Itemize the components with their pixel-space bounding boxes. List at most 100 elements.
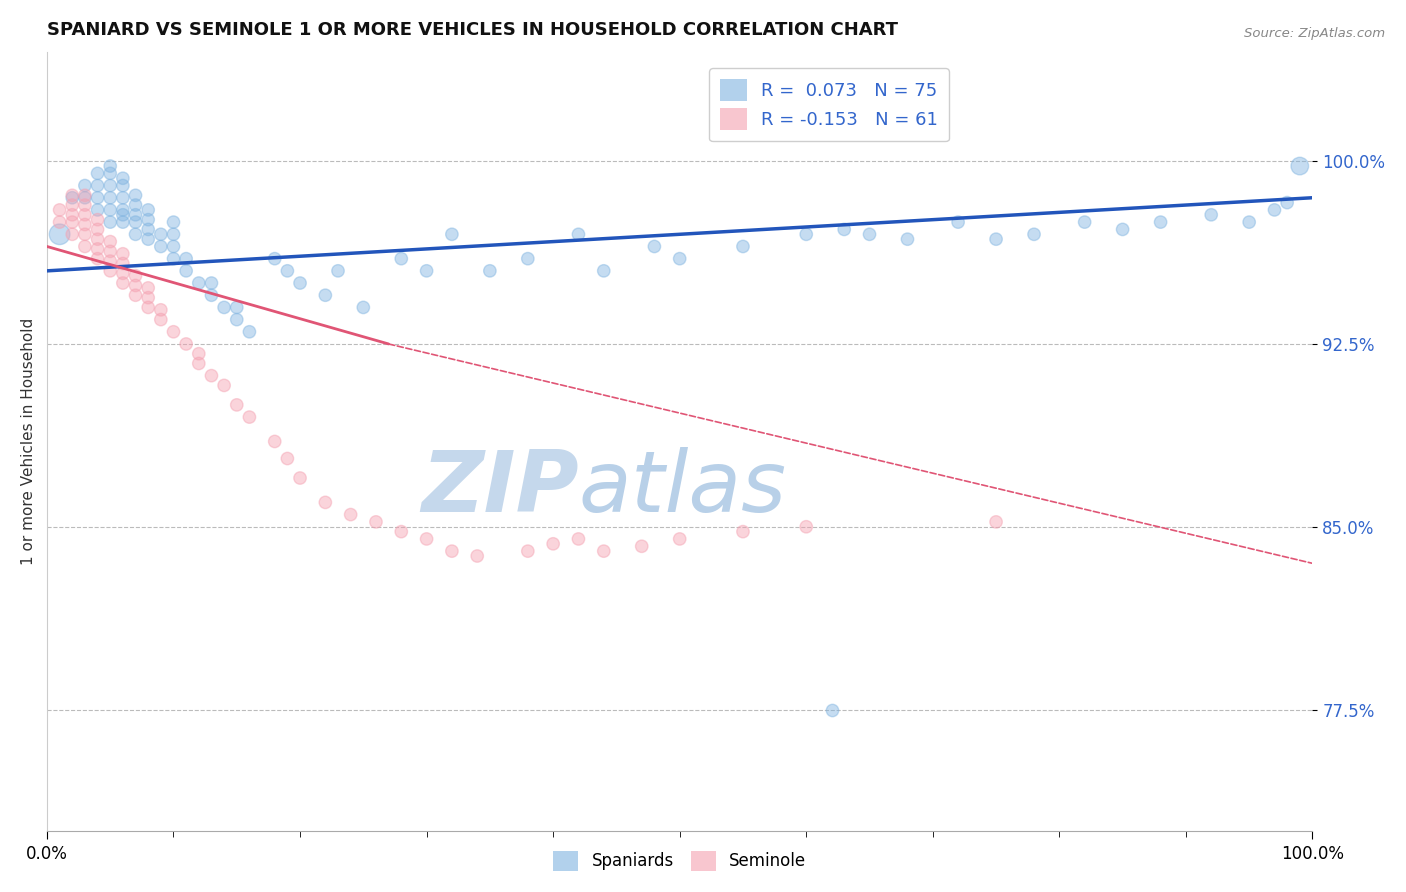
Point: [516, 252, 538, 266]
Point: [200, 276, 222, 290]
Point: [86, 191, 108, 205]
Point: [124, 198, 146, 212]
Point: [86, 166, 108, 180]
Point: [111, 215, 134, 229]
Point: [263, 434, 285, 449]
Point: [73, 188, 96, 202]
Text: atlas: atlas: [578, 447, 786, 530]
Point: [136, 212, 159, 227]
Point: [415, 532, 437, 546]
Point: [60, 227, 83, 242]
Point: [60, 215, 83, 229]
Point: [86, 212, 108, 227]
Point: [98, 178, 121, 193]
Point: [124, 208, 146, 222]
Point: [60, 208, 83, 222]
Point: [136, 291, 159, 305]
Y-axis label: 1 or more Vehicles in Household: 1 or more Vehicles in Household: [21, 318, 35, 566]
Point: [668, 252, 690, 266]
Point: [73, 198, 96, 212]
Point: [731, 239, 754, 253]
Point: [162, 252, 184, 266]
Point: [263, 252, 285, 266]
Point: [98, 191, 121, 205]
Point: [111, 202, 134, 217]
Point: [668, 532, 690, 546]
Point: [60, 198, 83, 212]
Point: [1111, 222, 1133, 236]
Point: [124, 268, 146, 283]
Point: [225, 301, 247, 315]
Point: [136, 232, 159, 246]
Point: [86, 242, 108, 256]
Point: [187, 347, 209, 361]
Point: [124, 288, 146, 302]
Text: Source: ZipAtlas.com: Source: ZipAtlas.com: [1244, 27, 1385, 40]
Point: [238, 410, 260, 425]
Point: [60, 191, 83, 205]
Point: [516, 544, 538, 558]
Point: [162, 215, 184, 229]
Point: [832, 222, 855, 236]
Point: [794, 520, 817, 534]
Point: [73, 208, 96, 222]
Point: [288, 471, 311, 485]
Point: [111, 191, 134, 205]
Point: [984, 515, 1007, 529]
Point: [124, 227, 146, 242]
Point: [984, 232, 1007, 246]
Point: [98, 264, 121, 278]
Point: [541, 537, 564, 551]
Point: [86, 202, 108, 217]
Point: [1288, 159, 1310, 173]
Point: [1275, 195, 1298, 210]
Point: [820, 702, 842, 716]
Point: [643, 239, 665, 253]
Point: [111, 247, 134, 261]
Point: [276, 451, 298, 466]
Point: [111, 208, 134, 222]
Point: [174, 252, 197, 266]
Point: [364, 515, 387, 529]
Point: [98, 166, 121, 180]
Point: [86, 252, 108, 266]
Point: [98, 235, 121, 249]
Point: [440, 227, 463, 242]
Point: [162, 239, 184, 253]
Point: [630, 539, 652, 553]
Point: [187, 276, 209, 290]
Point: [111, 266, 134, 280]
Point: [389, 252, 412, 266]
Point: [592, 544, 614, 558]
Point: [225, 398, 247, 412]
Point: [314, 288, 336, 302]
Point: [1073, 215, 1095, 229]
Point: [60, 188, 83, 202]
Point: [48, 227, 70, 242]
Point: [136, 281, 159, 295]
Point: [389, 524, 412, 539]
Point: [212, 301, 235, 315]
Point: [149, 312, 172, 326]
Point: [1263, 202, 1285, 217]
Point: [314, 495, 336, 509]
Point: [98, 202, 121, 217]
Point: [567, 532, 589, 546]
Point: [858, 227, 880, 242]
Point: [149, 302, 172, 317]
Point: [339, 508, 361, 522]
Point: [200, 368, 222, 383]
Point: [48, 202, 70, 217]
Point: [111, 256, 134, 270]
Point: [98, 215, 121, 229]
Point: [567, 227, 589, 242]
Point: [794, 227, 817, 242]
Point: [149, 239, 172, 253]
Point: [212, 378, 235, 392]
Text: SPANIARD VS SEMINOLE 1 OR MORE VEHICLES IN HOUSEHOLD CORRELATION CHART: SPANIARD VS SEMINOLE 1 OR MORE VEHICLES …: [46, 21, 898, 39]
Point: [174, 264, 197, 278]
Point: [465, 549, 488, 563]
Point: [149, 227, 172, 242]
Point: [124, 278, 146, 293]
Point: [73, 227, 96, 242]
